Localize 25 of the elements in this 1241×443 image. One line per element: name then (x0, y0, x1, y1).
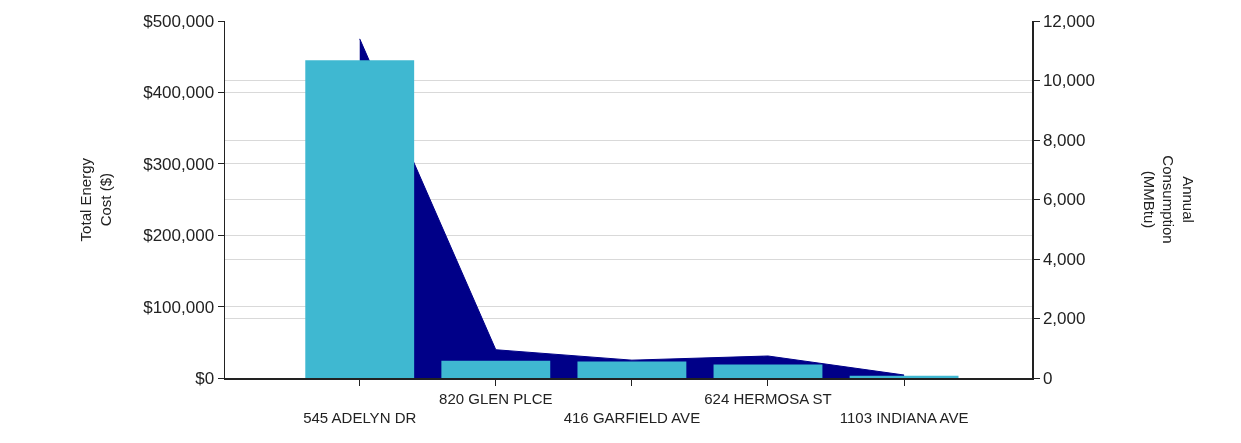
bar (577, 361, 687, 378)
y-tick-label: $200,000 (143, 226, 215, 246)
y-tick-label: $0 (195, 368, 215, 388)
y2-tick-label: 4,000 (1042, 249, 1086, 269)
bar (849, 375, 959, 378)
y-tick-label: $300,000 (143, 154, 215, 174)
y2-tick-label: 0 (1042, 368, 1053, 388)
y2-axis-title: Annual Consumption (MMBtu) (1140, 155, 1197, 244)
x-tick-label: 624 HERMOSA ST (704, 389, 832, 407)
bar (441, 360, 551, 378)
y-axis-title: Total Energy Cost ($) (77, 157, 114, 242)
bar (713, 364, 823, 378)
y-tick-label: $500,000 (143, 11, 215, 31)
y2-tick-label: 8,000 (1042, 130, 1086, 150)
x-tick-label: 545 ADELYN DR (303, 409, 417, 426)
y2-tick-label: 6,000 (1042, 190, 1086, 210)
x-tick-label: 1103 INDIANA AVE (839, 409, 969, 426)
y-tick-label: $100,000 (143, 297, 215, 317)
y2-tick-label: 12,000 (1042, 11, 1095, 31)
y2-tick-label: 2,000 (1042, 309, 1086, 329)
y2-tick-label: 10,000 (1042, 71, 1095, 91)
x-tick-label: 820 GLEN PLCE (439, 389, 553, 407)
bar (305, 60, 415, 378)
x-tick-label: 416 GARFIELD AVE (563, 409, 701, 426)
y-tick-label: $400,000 (143, 83, 215, 103)
